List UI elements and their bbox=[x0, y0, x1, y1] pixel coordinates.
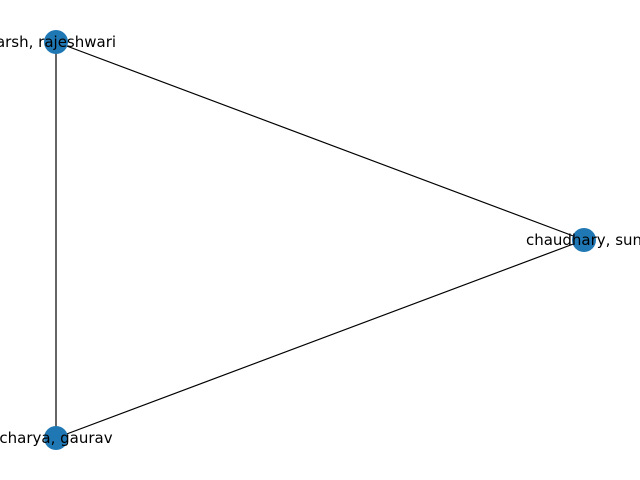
graph-node-n3 bbox=[44, 426, 68, 450]
graph-node-n1 bbox=[44, 30, 68, 54]
graph-node-n2 bbox=[572, 228, 596, 252]
node-label-n3: charya, gaurav bbox=[0, 429, 113, 447]
node-label-n2: chaudhary, sun bbox=[526, 231, 640, 249]
node-label-n1: arsh, rajeshwari bbox=[0, 33, 116, 51]
edge-n2-n3 bbox=[55, 239, 585, 439]
labels-layer: arsh, rajeshwari chaudhary, sun charya, ga… bbox=[0, 33, 640, 447]
edge-n1-n2 bbox=[55, 41, 585, 241]
nodes-layer bbox=[44, 30, 596, 450]
edges-layer bbox=[55, 41, 585, 439]
